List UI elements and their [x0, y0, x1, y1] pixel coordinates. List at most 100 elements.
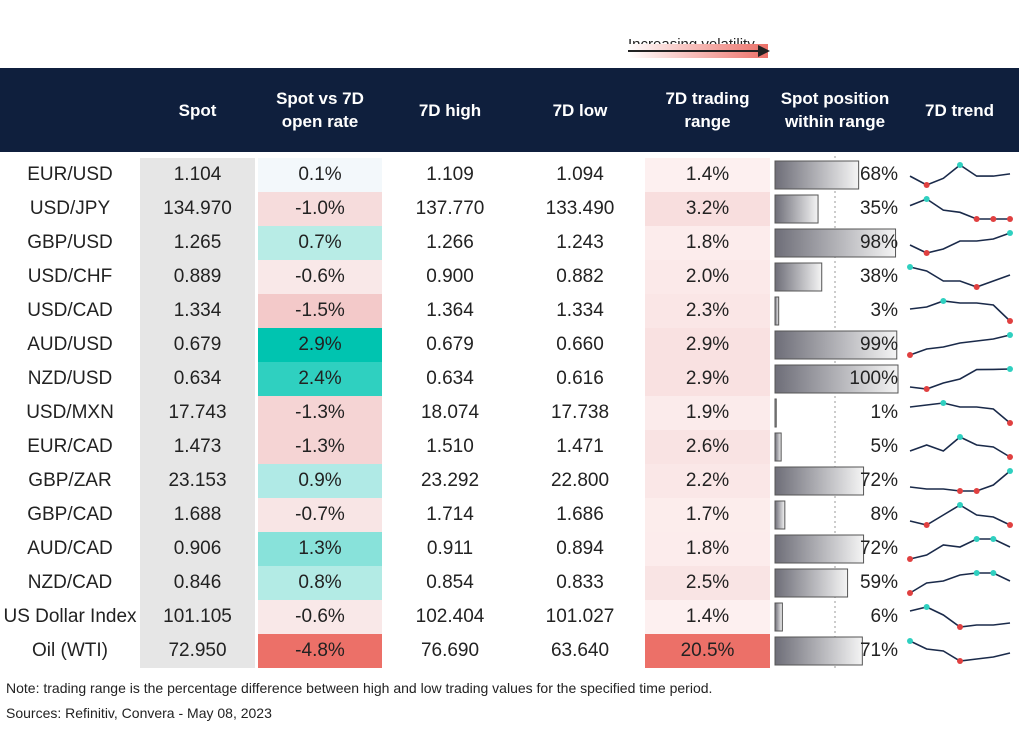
trend-marker [923, 522, 930, 528]
trend-marker [907, 264, 913, 270]
spot-cell: 1.688 [140, 498, 255, 532]
pair-cell: GBP/USD [27, 232, 113, 253]
trend-marker [957, 624, 963, 630]
low-cell: 1.471 [556, 436, 604, 457]
trend-line [909, 538, 1011, 560]
position-label: 38% [859, 266, 898, 287]
pair-cell: USD/CHF [27, 266, 113, 287]
trend-marker [973, 570, 980, 576]
column-header: Spot position within range [780, 89, 890, 131]
trend-line [909, 606, 1011, 628]
change-cell: 0.1% [258, 158, 382, 192]
spot-cell: 1.473 [140, 430, 255, 464]
spot-cell: 1.265 [140, 226, 255, 260]
range-cell: 1.7% [645, 498, 770, 532]
range-cell: 2.6% [645, 430, 770, 464]
header-bar [0, 68, 1019, 152]
pair-cell: GBP/CAD [27, 504, 113, 525]
low-cell: 101.027 [545, 606, 615, 627]
trend-line [909, 436, 1011, 458]
pair-cell: Oil (WTI) [32, 640, 108, 661]
position-label: 99% [859, 334, 898, 355]
low-cell: 17.738 [550, 402, 610, 423]
low-cell: 22.800 [550, 470, 610, 491]
position-bar [774, 296, 780, 326]
trend-marker [957, 162, 963, 168]
pair-cell: AUD/CAD [27, 538, 113, 559]
change-cell: 2.9% [258, 328, 382, 362]
position-label: 100% [849, 368, 898, 389]
trend-marker [990, 536, 997, 542]
trend-line [909, 504, 1011, 526]
position-label: 68% [859, 164, 898, 185]
high-cell: 23.292 [420, 470, 480, 491]
position-bar [774, 432, 782, 462]
trend-marker [940, 400, 947, 406]
position-bar [774, 500, 786, 530]
low-cell: 1.094 [556, 164, 604, 185]
change-cell: 2.4% [258, 362, 382, 396]
trend-marker [1007, 454, 1013, 460]
high-cell: 1.109 [426, 164, 474, 185]
high-cell: 102.404 [415, 606, 485, 627]
trend-marker [973, 488, 980, 494]
high-cell: 1.266 [426, 232, 474, 253]
trend-marker [957, 658, 963, 664]
spot-cell: 0.889 [140, 260, 255, 294]
trend-marker [990, 216, 997, 222]
range-cell: 2.0% [645, 260, 770, 294]
position-label: 72% [859, 470, 898, 491]
low-cell: 0.882 [556, 266, 604, 287]
low-cell: 0.660 [556, 334, 604, 355]
trend-line [909, 640, 1011, 662]
trend-marker [907, 638, 913, 644]
position-label: 72% [859, 538, 898, 559]
high-cell: 1.510 [426, 436, 474, 457]
trend-marker [923, 196, 930, 202]
low-cell: 1.686 [556, 504, 604, 525]
trend-marker [907, 556, 913, 562]
pair-cell: US Dollar Index [3, 606, 137, 627]
spot-cell: 101.105 [140, 600, 255, 634]
low-cell: 1.334 [556, 300, 604, 321]
high-cell: 76.690 [420, 640, 480, 661]
pair-cell: USD/CAD [27, 300, 113, 321]
position-label: 1% [870, 402, 898, 423]
low-cell: 0.894 [556, 538, 604, 559]
change-cell: 0.9% [258, 464, 382, 498]
spot-cell: 0.679 [140, 328, 255, 362]
spot-cell: 23.153 [140, 464, 255, 498]
range-cell: 1.4% [645, 158, 770, 192]
trend-marker [973, 216, 980, 222]
range-cell: 2.5% [645, 566, 770, 600]
change-cell: -1.5% [258, 294, 382, 328]
pair-cell: EUR/CAD [27, 436, 113, 457]
legend-arrowhead [758, 45, 770, 57]
range-cell: 1.4% [645, 600, 770, 634]
trend-marker [1007, 216, 1013, 222]
spot-cell: 1.104 [140, 158, 255, 192]
spot-cell: 134.970 [140, 192, 255, 226]
low-cell: 1.243 [556, 232, 604, 253]
range-cell: 3.2% [645, 192, 770, 226]
column-header: 7D trading range [665, 89, 750, 131]
range-cell: 1.9% [645, 396, 770, 430]
trend-marker [957, 434, 963, 440]
trend-line [909, 572, 1011, 594]
high-cell: 0.679 [426, 334, 474, 355]
pair-cell: EUR/USD [27, 164, 113, 185]
high-cell: 18.074 [420, 402, 480, 423]
column-header: 7D high [418, 100, 482, 120]
change-cell: -0.7% [258, 498, 382, 532]
position-bar [774, 398, 777, 428]
position-label: 3% [870, 300, 898, 321]
spot-cell: 72.950 [140, 634, 255, 668]
column-header: 7D trend [925, 100, 994, 120]
change-cell: -1.3% [258, 430, 382, 464]
trend-marker [1007, 366, 1013, 372]
range-cell: 2.9% [645, 362, 770, 396]
trend-marker [1007, 522, 1013, 528]
spot-cell: 0.906 [140, 532, 255, 566]
trend-line [909, 232, 1011, 254]
